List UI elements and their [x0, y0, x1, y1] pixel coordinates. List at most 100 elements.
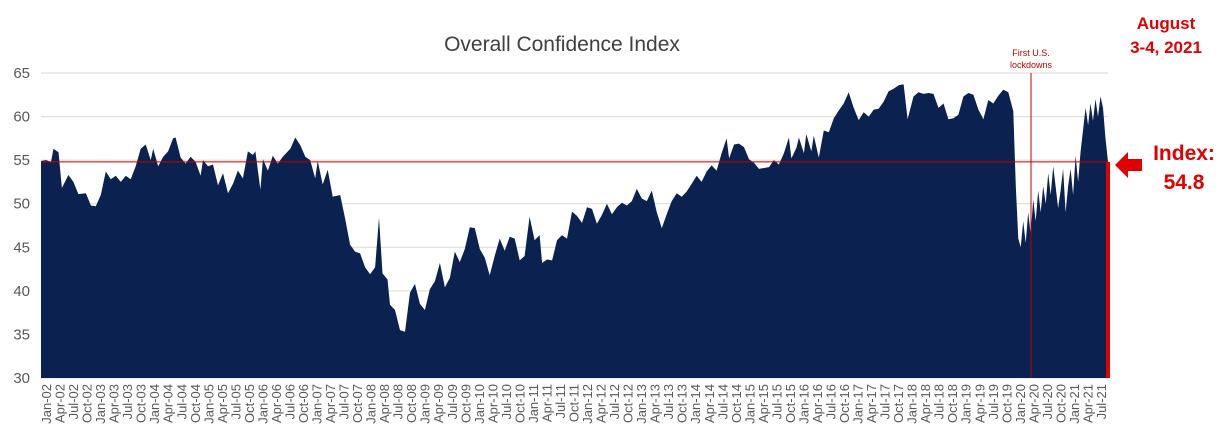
x-tick-label: Jan-15 [742, 384, 757, 424]
x-tick-label: Apr-21 [1081, 384, 1096, 423]
x-tick-label: Oct-20 [1053, 384, 1068, 423]
x-tick-label: Jan-21 [1067, 384, 1082, 424]
x-tick-label: Apr-10 [485, 384, 500, 423]
x-tick-label: Apr-13 [648, 384, 663, 423]
x-tick-label: Oct-02 [80, 384, 95, 423]
x-tick-label: Oct-19 [999, 384, 1014, 423]
x-tick-label: Jan-14 [688, 384, 703, 424]
chart-title: Overall Confidence Index [444, 33, 680, 56]
y-tick-label: 30 [13, 370, 30, 387]
x-tick-label: Oct-07 [350, 384, 365, 423]
x-tick-label: Jul-04 [174, 384, 189, 419]
y-tick-label: 55 [13, 152, 30, 169]
x-tick-label: Jul-15 [769, 384, 784, 419]
x-tick-label: Jan-10 [472, 384, 487, 424]
x-tick-label: Oct-04 [188, 384, 203, 423]
x-tick-label: Oct-05 [242, 384, 257, 423]
arrow-left-icon [1115, 152, 1142, 178]
x-tick-label: Jan-08 [364, 384, 379, 424]
x-tick-label: Jan-11 [526, 384, 541, 423]
x-tick-label: Jan-09 [418, 384, 433, 424]
survey-date-line2: 3-4, 2021 [1130, 38, 1202, 57]
x-tick-label: Jul-08 [391, 384, 406, 419]
x-tick-label: Apr-07 [323, 384, 338, 423]
x-tick-label: Jul-14 [715, 384, 730, 419]
x-tick-label: Jan-04 [147, 384, 162, 424]
y-tick-label: 65 [13, 65, 30, 82]
x-tick-label: Jul-07 [337, 384, 352, 419]
x-tick-label: Jul-20 [1040, 384, 1055, 419]
x-axis-ticks: Jan-02Apr-02Jul-02Oct-02Jan-03Apr-03Jul-… [39, 384, 1109, 424]
index-label: Index: [1153, 142, 1215, 165]
x-tick-label: Oct-10 [512, 384, 527, 423]
x-tick-label: Jan-06 [255, 384, 270, 424]
x-tick-label: Jul-12 [607, 384, 622, 419]
x-tick-label: Jan-16 [796, 384, 811, 424]
x-tick-label: Oct-03 [134, 384, 149, 423]
x-tick-label: Oct-08 [404, 384, 419, 423]
x-tick-label: Apr-08 [377, 384, 392, 423]
x-tick-label: Jul-17 [878, 384, 893, 419]
y-tick-label: 35 [13, 326, 30, 343]
x-tick-label: Oct-06 [296, 384, 311, 423]
x-tick-label: Oct-15 [783, 384, 798, 423]
x-tick-label: Jul-16 [824, 384, 839, 419]
x-tick-label: Jul-05 [228, 384, 243, 419]
x-tick-label: Apr-18 [918, 384, 933, 423]
x-tick-label: Jul-03 [120, 384, 135, 419]
x-tick-label: Jan-12 [580, 384, 595, 424]
x-tick-label: Jan-02 [39, 384, 54, 424]
x-tick-label: Jul-21 [1094, 384, 1109, 419]
x-tick-label: Apr-19 [972, 384, 987, 423]
x-tick-label: Apr-20 [1026, 384, 1041, 423]
x-tick-label: Oct-11 [567, 384, 582, 422]
y-tick-label: 60 [13, 109, 30, 126]
y-axis-ticks: 30 35 40 45 50 55 60 65 [13, 65, 30, 387]
lockdown-label-line2: lockdowns [1010, 60, 1053, 70]
x-tick-label: Jul-11 [553, 384, 568, 418]
x-tick-label: Jul-06 [283, 384, 298, 419]
current-value-bar [1106, 161, 1110, 378]
x-tick-label: Jan-07 [310, 384, 325, 424]
series-area [41, 84, 1108, 379]
overlays: First U.S. lockdowns August 3-4, 2021 In… [41, 14, 1215, 378]
x-tick-label: Jan-13 [634, 384, 649, 424]
x-tick-label: Jan-18 [905, 384, 920, 424]
x-tick-label: Jan-17 [851, 384, 866, 424]
x-tick-label: Jul-09 [445, 384, 460, 419]
y-tick-label: 40 [13, 283, 30, 300]
x-tick-label: Jul-19 [986, 384, 1001, 419]
x-tick-label: Oct-12 [621, 384, 636, 423]
lockdown-label-line1: First U.S. [1012, 48, 1050, 58]
index-value: 54.8 [1164, 171, 1205, 194]
x-tick-label: Apr-03 [107, 384, 122, 423]
x-tick-label: Oct-13 [675, 384, 690, 423]
index-area [41, 84, 1108, 379]
x-tick-label: Apr-04 [161, 384, 176, 423]
x-tick-label: Apr-15 [756, 384, 771, 423]
x-tick-label: Jan-03 [93, 384, 108, 424]
x-tick-label: Jul-13 [661, 384, 676, 419]
x-tick-label: Jul-18 [932, 384, 947, 419]
x-tick-label: Jul-10 [499, 384, 514, 419]
x-tick-label: Apr-17 [864, 384, 879, 423]
x-tick-label: Apr-12 [594, 384, 609, 423]
x-tick-label: Apr-06 [269, 384, 284, 423]
x-tick-label: Jul-02 [66, 384, 81, 419]
x-tick-label: Apr-16 [810, 384, 825, 423]
survey-date-line1: August [1137, 14, 1196, 33]
x-tick-label: Apr-09 [431, 384, 446, 423]
x-tick-label: Apr-14 [702, 384, 717, 423]
x-tick-label: Apr-05 [215, 384, 230, 423]
x-tick-label: Jan-05 [201, 384, 216, 424]
x-tick-label: Oct-14 [729, 384, 744, 423]
x-tick-label: Oct-18 [945, 384, 960, 423]
x-tick-label: Apr-11 [539, 384, 554, 422]
y-tick-label: 50 [13, 196, 30, 213]
x-tick-label: Jan-20 [1013, 384, 1028, 424]
x-tick-label: Oct-17 [891, 384, 906, 423]
x-tick-label: Jan-19 [959, 384, 974, 424]
x-tick-label: Apr-02 [53, 384, 68, 423]
y-tick-label: 45 [13, 239, 30, 256]
